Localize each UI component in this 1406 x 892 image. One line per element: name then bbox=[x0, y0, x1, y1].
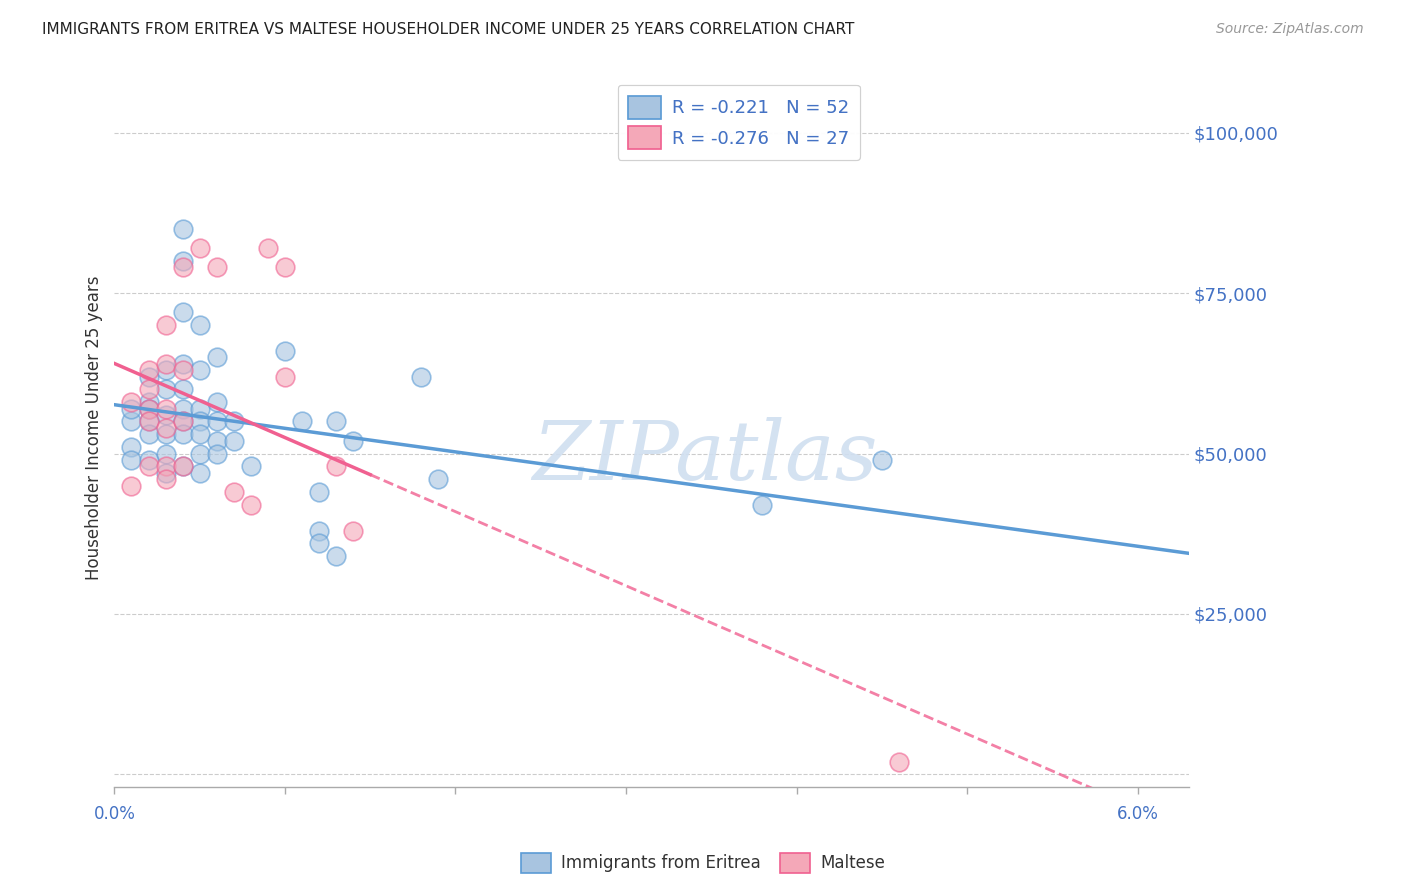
Point bbox=[138, 382, 160, 396]
Legend: R = -0.221   N = 52, R = -0.276   N = 27: R = -0.221 N = 52, R = -0.276 N = 27 bbox=[617, 85, 860, 160]
Point bbox=[188, 318, 211, 333]
Point bbox=[172, 414, 194, 428]
Point bbox=[138, 395, 160, 409]
Point bbox=[121, 395, 143, 409]
Point bbox=[188, 241, 211, 255]
Point bbox=[887, 755, 910, 769]
Text: Source: ZipAtlas.com: Source: ZipAtlas.com bbox=[1216, 22, 1364, 37]
Point bbox=[121, 478, 143, 492]
Point bbox=[411, 369, 433, 384]
Point bbox=[172, 459, 194, 474]
Point bbox=[205, 395, 228, 409]
Point bbox=[870, 453, 893, 467]
Point bbox=[274, 260, 297, 275]
Point bbox=[155, 363, 177, 377]
Point bbox=[188, 427, 211, 442]
Point bbox=[308, 536, 330, 550]
Point bbox=[121, 414, 143, 428]
Point bbox=[155, 382, 177, 396]
Point bbox=[155, 446, 177, 460]
Point bbox=[239, 459, 262, 474]
Point bbox=[172, 305, 194, 319]
Point bbox=[342, 524, 364, 538]
Point bbox=[155, 459, 177, 474]
Point bbox=[155, 318, 177, 333]
Point bbox=[751, 498, 773, 512]
Point bbox=[172, 414, 194, 428]
Point bbox=[172, 382, 194, 396]
Point bbox=[155, 408, 177, 422]
Point bbox=[121, 401, 143, 416]
Point bbox=[188, 446, 211, 460]
Point bbox=[138, 363, 160, 377]
Point bbox=[138, 414, 160, 428]
Point bbox=[121, 453, 143, 467]
Point bbox=[205, 351, 228, 365]
Point bbox=[172, 363, 194, 377]
Point bbox=[188, 363, 211, 377]
Point bbox=[205, 434, 228, 448]
Point bbox=[155, 466, 177, 480]
Point bbox=[172, 260, 194, 275]
Point bbox=[172, 254, 194, 268]
Point bbox=[155, 357, 177, 371]
Point bbox=[274, 343, 297, 358]
Point bbox=[138, 414, 160, 428]
Point bbox=[427, 472, 450, 486]
Point bbox=[274, 369, 297, 384]
Text: ZIPatlas: ZIPatlas bbox=[533, 417, 879, 497]
Point bbox=[222, 485, 245, 500]
Point bbox=[205, 414, 228, 428]
Point bbox=[222, 434, 245, 448]
Text: 6.0%: 6.0% bbox=[1116, 805, 1159, 823]
Legend: Immigrants from Eritrea, Maltese: Immigrants from Eritrea, Maltese bbox=[515, 847, 891, 880]
Point bbox=[172, 357, 194, 371]
Point bbox=[342, 434, 364, 448]
Point bbox=[138, 369, 160, 384]
Point bbox=[308, 485, 330, 500]
Point bbox=[172, 222, 194, 236]
Point bbox=[155, 427, 177, 442]
Point bbox=[188, 401, 211, 416]
Point bbox=[121, 440, 143, 454]
Point bbox=[155, 472, 177, 486]
Text: 0.0%: 0.0% bbox=[93, 805, 135, 823]
Point bbox=[172, 427, 194, 442]
Text: IMMIGRANTS FROM ERITREA VS MALTESE HOUSEHOLDER INCOME UNDER 25 YEARS CORRELATION: IMMIGRANTS FROM ERITREA VS MALTESE HOUSE… bbox=[42, 22, 855, 37]
Point bbox=[325, 414, 347, 428]
Point bbox=[325, 459, 347, 474]
Point bbox=[172, 459, 194, 474]
Point bbox=[138, 453, 160, 467]
Y-axis label: Householder Income Under 25 years: Householder Income Under 25 years bbox=[86, 276, 103, 580]
Point bbox=[325, 549, 347, 564]
Point bbox=[188, 466, 211, 480]
Point bbox=[205, 260, 228, 275]
Point bbox=[172, 401, 194, 416]
Point bbox=[239, 498, 262, 512]
Point bbox=[138, 459, 160, 474]
Point bbox=[138, 427, 160, 442]
Point bbox=[222, 414, 245, 428]
Point bbox=[138, 401, 160, 416]
Point bbox=[291, 414, 314, 428]
Point bbox=[155, 401, 177, 416]
Point bbox=[155, 421, 177, 435]
Point bbox=[188, 414, 211, 428]
Point bbox=[308, 524, 330, 538]
Point bbox=[138, 401, 160, 416]
Point bbox=[205, 446, 228, 460]
Point bbox=[257, 241, 280, 255]
